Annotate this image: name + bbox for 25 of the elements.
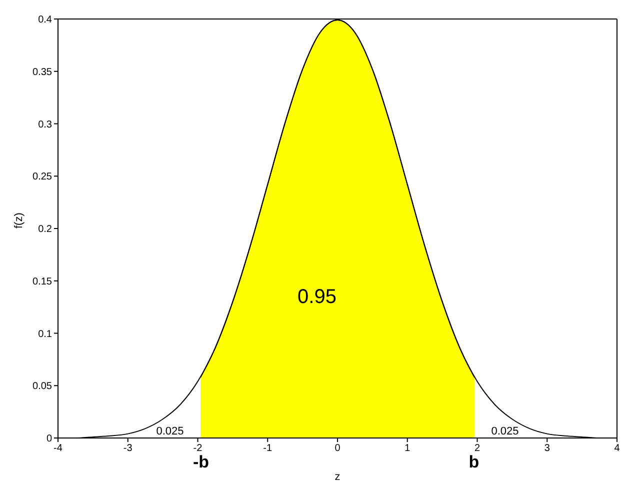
x-tick-label: -2 <box>193 443 203 454</box>
annotation: 0.025 <box>491 426 519 438</box>
annotation: 0.025 <box>156 426 184 438</box>
x-tick-label: 1 <box>404 443 411 454</box>
x-tick-label: -3 <box>123 443 133 454</box>
y-tick-label: 0.2 <box>38 224 52 236</box>
y-tick-label: 0.25 <box>32 172 52 183</box>
x-tick-label: 4 <box>614 443 620 454</box>
y-tick-label: 0.1 <box>38 328 52 340</box>
y-tick-label: 0.05 <box>32 381 52 392</box>
annotation: 0.95 <box>298 286 336 308</box>
x-tick-label: 3 <box>544 443 550 454</box>
y-tick-label: 0.15 <box>32 276 52 288</box>
text: b <box>468 452 480 472</box>
x-axis-title: z <box>334 471 340 483</box>
x-tick-label: 0 <box>334 443 341 454</box>
y-tick-label: 0.3 <box>38 119 52 130</box>
y-tick-label: 0 <box>46 434 52 445</box>
x-tick-label: -1 <box>263 443 272 454</box>
y-tick-label: 0.35 <box>32 66 52 78</box>
text: -b <box>192 452 210 472</box>
y-axis-title: f(z) <box>12 212 25 228</box>
x-tick-label: 2 <box>474 443 480 454</box>
y-tick-label: 0.4 <box>38 14 52 26</box>
x-tick-label: -4 <box>54 443 63 454</box>
